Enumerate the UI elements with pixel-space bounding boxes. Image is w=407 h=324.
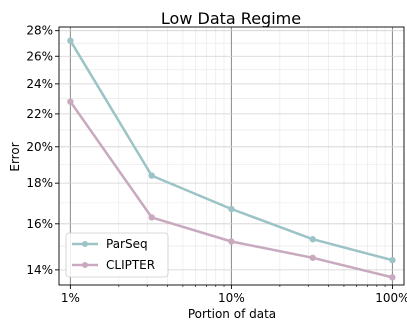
legend: ParSeq CLIPTER <box>65 232 169 278</box>
series-layer <box>67 37 396 281</box>
y-axis-label: Error <box>8 142 22 171</box>
data-point-parseq <box>228 205 235 213</box>
legend-dot-parseq <box>82 241 88 247</box>
y-tick-label: 20% <box>26 140 53 154</box>
data-point-parseq <box>148 172 155 179</box>
x-axis-ticks: 1% 10% 100% <box>61 285 407 305</box>
y-tick-label: 16% <box>26 217 53 231</box>
x-tick-label: 1% <box>61 291 80 305</box>
x-tick-label: 10% <box>218 291 245 305</box>
data-point-clipter <box>67 98 74 105</box>
x-tick-label: 100% <box>375 291 407 305</box>
legend-label-clipter: CLIPTER <box>106 258 155 272</box>
data-point-clipter <box>389 274 396 281</box>
y-tick-label: 24% <box>26 77 53 91</box>
y-tick-label: 14% <box>26 263 53 277</box>
data-point-clipter <box>309 254 316 261</box>
data-point-clipter <box>228 238 235 245</box>
legend-dot-clipter <box>82 262 88 268</box>
chart-title: Low Data Regime <box>161 9 301 28</box>
legend-label-parseq: ParSeq <box>106 237 148 251</box>
data-point-clipter <box>148 214 155 221</box>
y-axis-ticks: 14% 16% 18% 20% 22% 24% 26% 28% <box>26 24 59 277</box>
y-tick-label: 26% <box>26 49 53 63</box>
y-tick-label: 22% <box>26 107 53 121</box>
y-tick-label: 28% <box>26 24 53 38</box>
x-axis-label: Portion of data <box>188 307 276 320</box>
data-point-parseq <box>67 37 74 44</box>
data-point-parseq <box>389 256 396 264</box>
y-tick-label: 18% <box>26 176 53 190</box>
data-point-parseq <box>309 236 316 243</box>
